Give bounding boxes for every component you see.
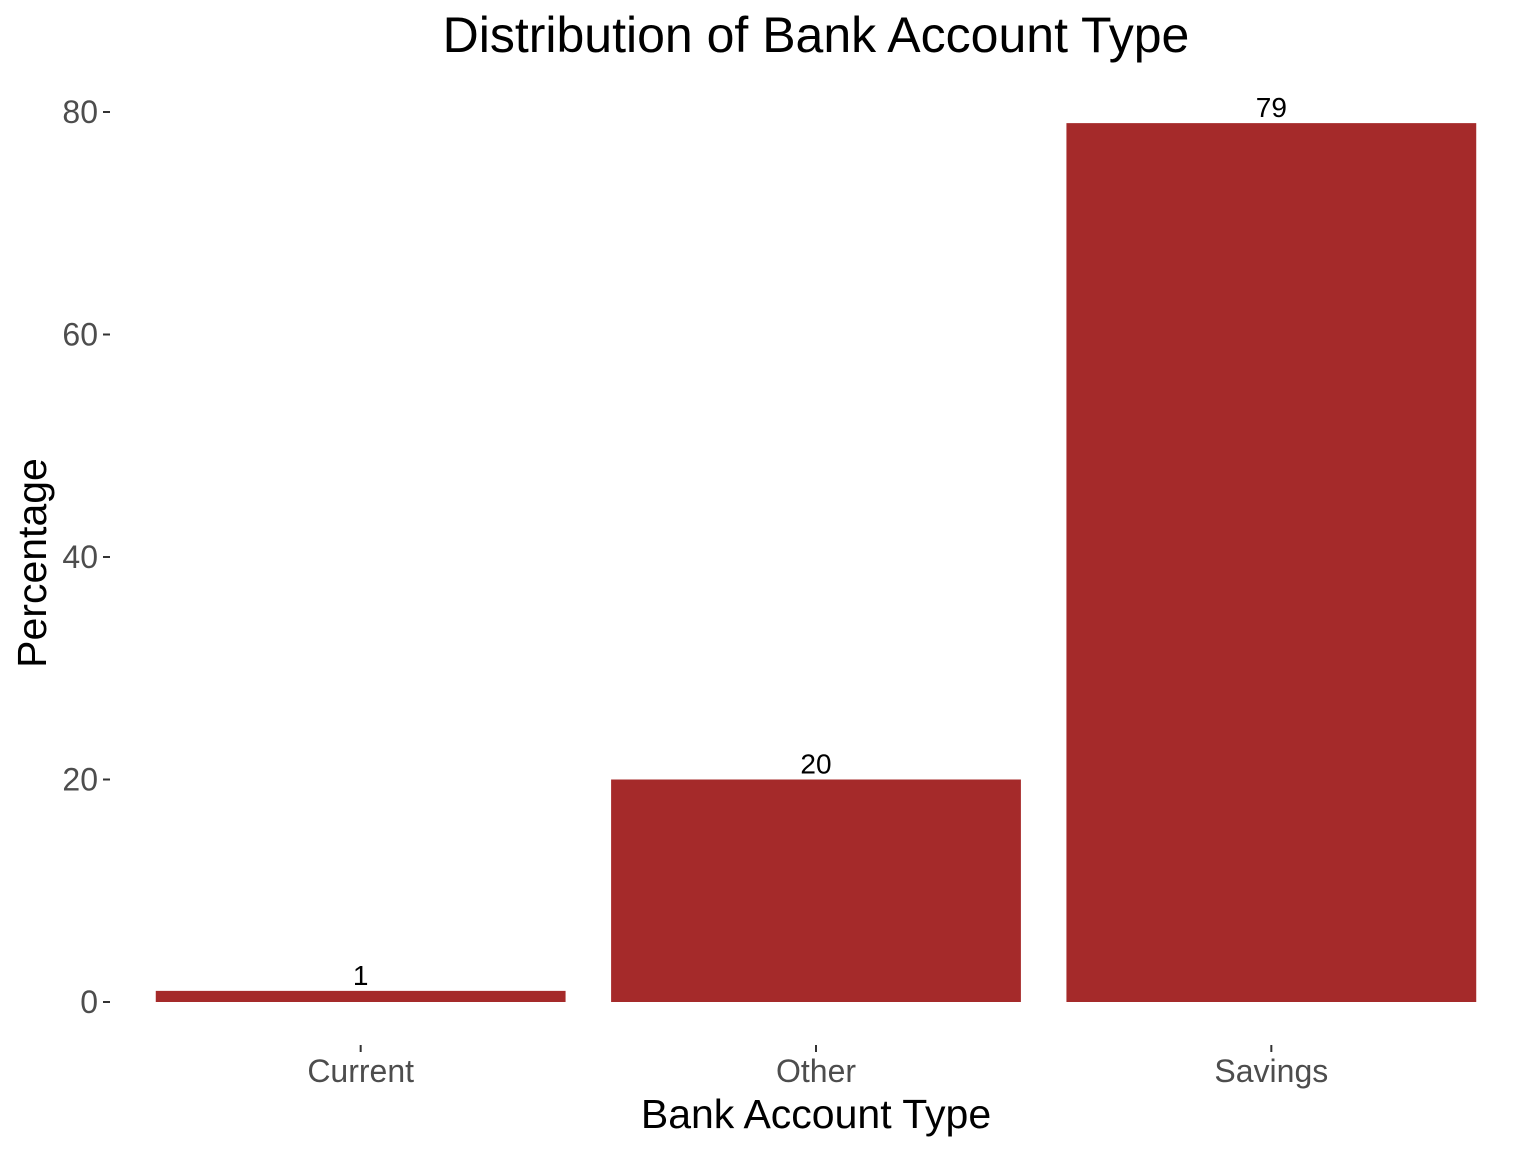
bar-other	[611, 779, 1021, 1002]
x-tick-label: Current	[307, 1053, 414, 1089]
chart-title: Distribution of Bank Account Type	[443, 7, 1190, 63]
data-label-savings: 79	[1256, 92, 1287, 123]
y-axis: 0 20 40 60 80	[62, 94, 110, 1020]
y-tick-label: 80	[62, 94, 98, 130]
x-axis-title: Bank Account Type	[641, 1091, 991, 1137]
x-tick-label: Savings	[1214, 1053, 1328, 1089]
data-labels: 1 20 79	[353, 92, 1287, 991]
bar-current	[155, 990, 566, 1002]
y-tick-label: 20	[62, 762, 98, 798]
y-tick-label: 0	[80, 984, 98, 1020]
data-label-current: 1	[353, 960, 369, 991]
y-axis-title: Percentage	[9, 458, 55, 668]
x-axis: Current Other Savings	[307, 1045, 1328, 1089]
bar-series	[155, 123, 1477, 1002]
bar-savings	[1066, 123, 1477, 1002]
y-tick-label: 60	[62, 317, 98, 353]
y-tick-label: 40	[62, 539, 98, 575]
x-tick-label: Other	[776, 1053, 856, 1089]
data-label-other: 20	[800, 749, 831, 780]
